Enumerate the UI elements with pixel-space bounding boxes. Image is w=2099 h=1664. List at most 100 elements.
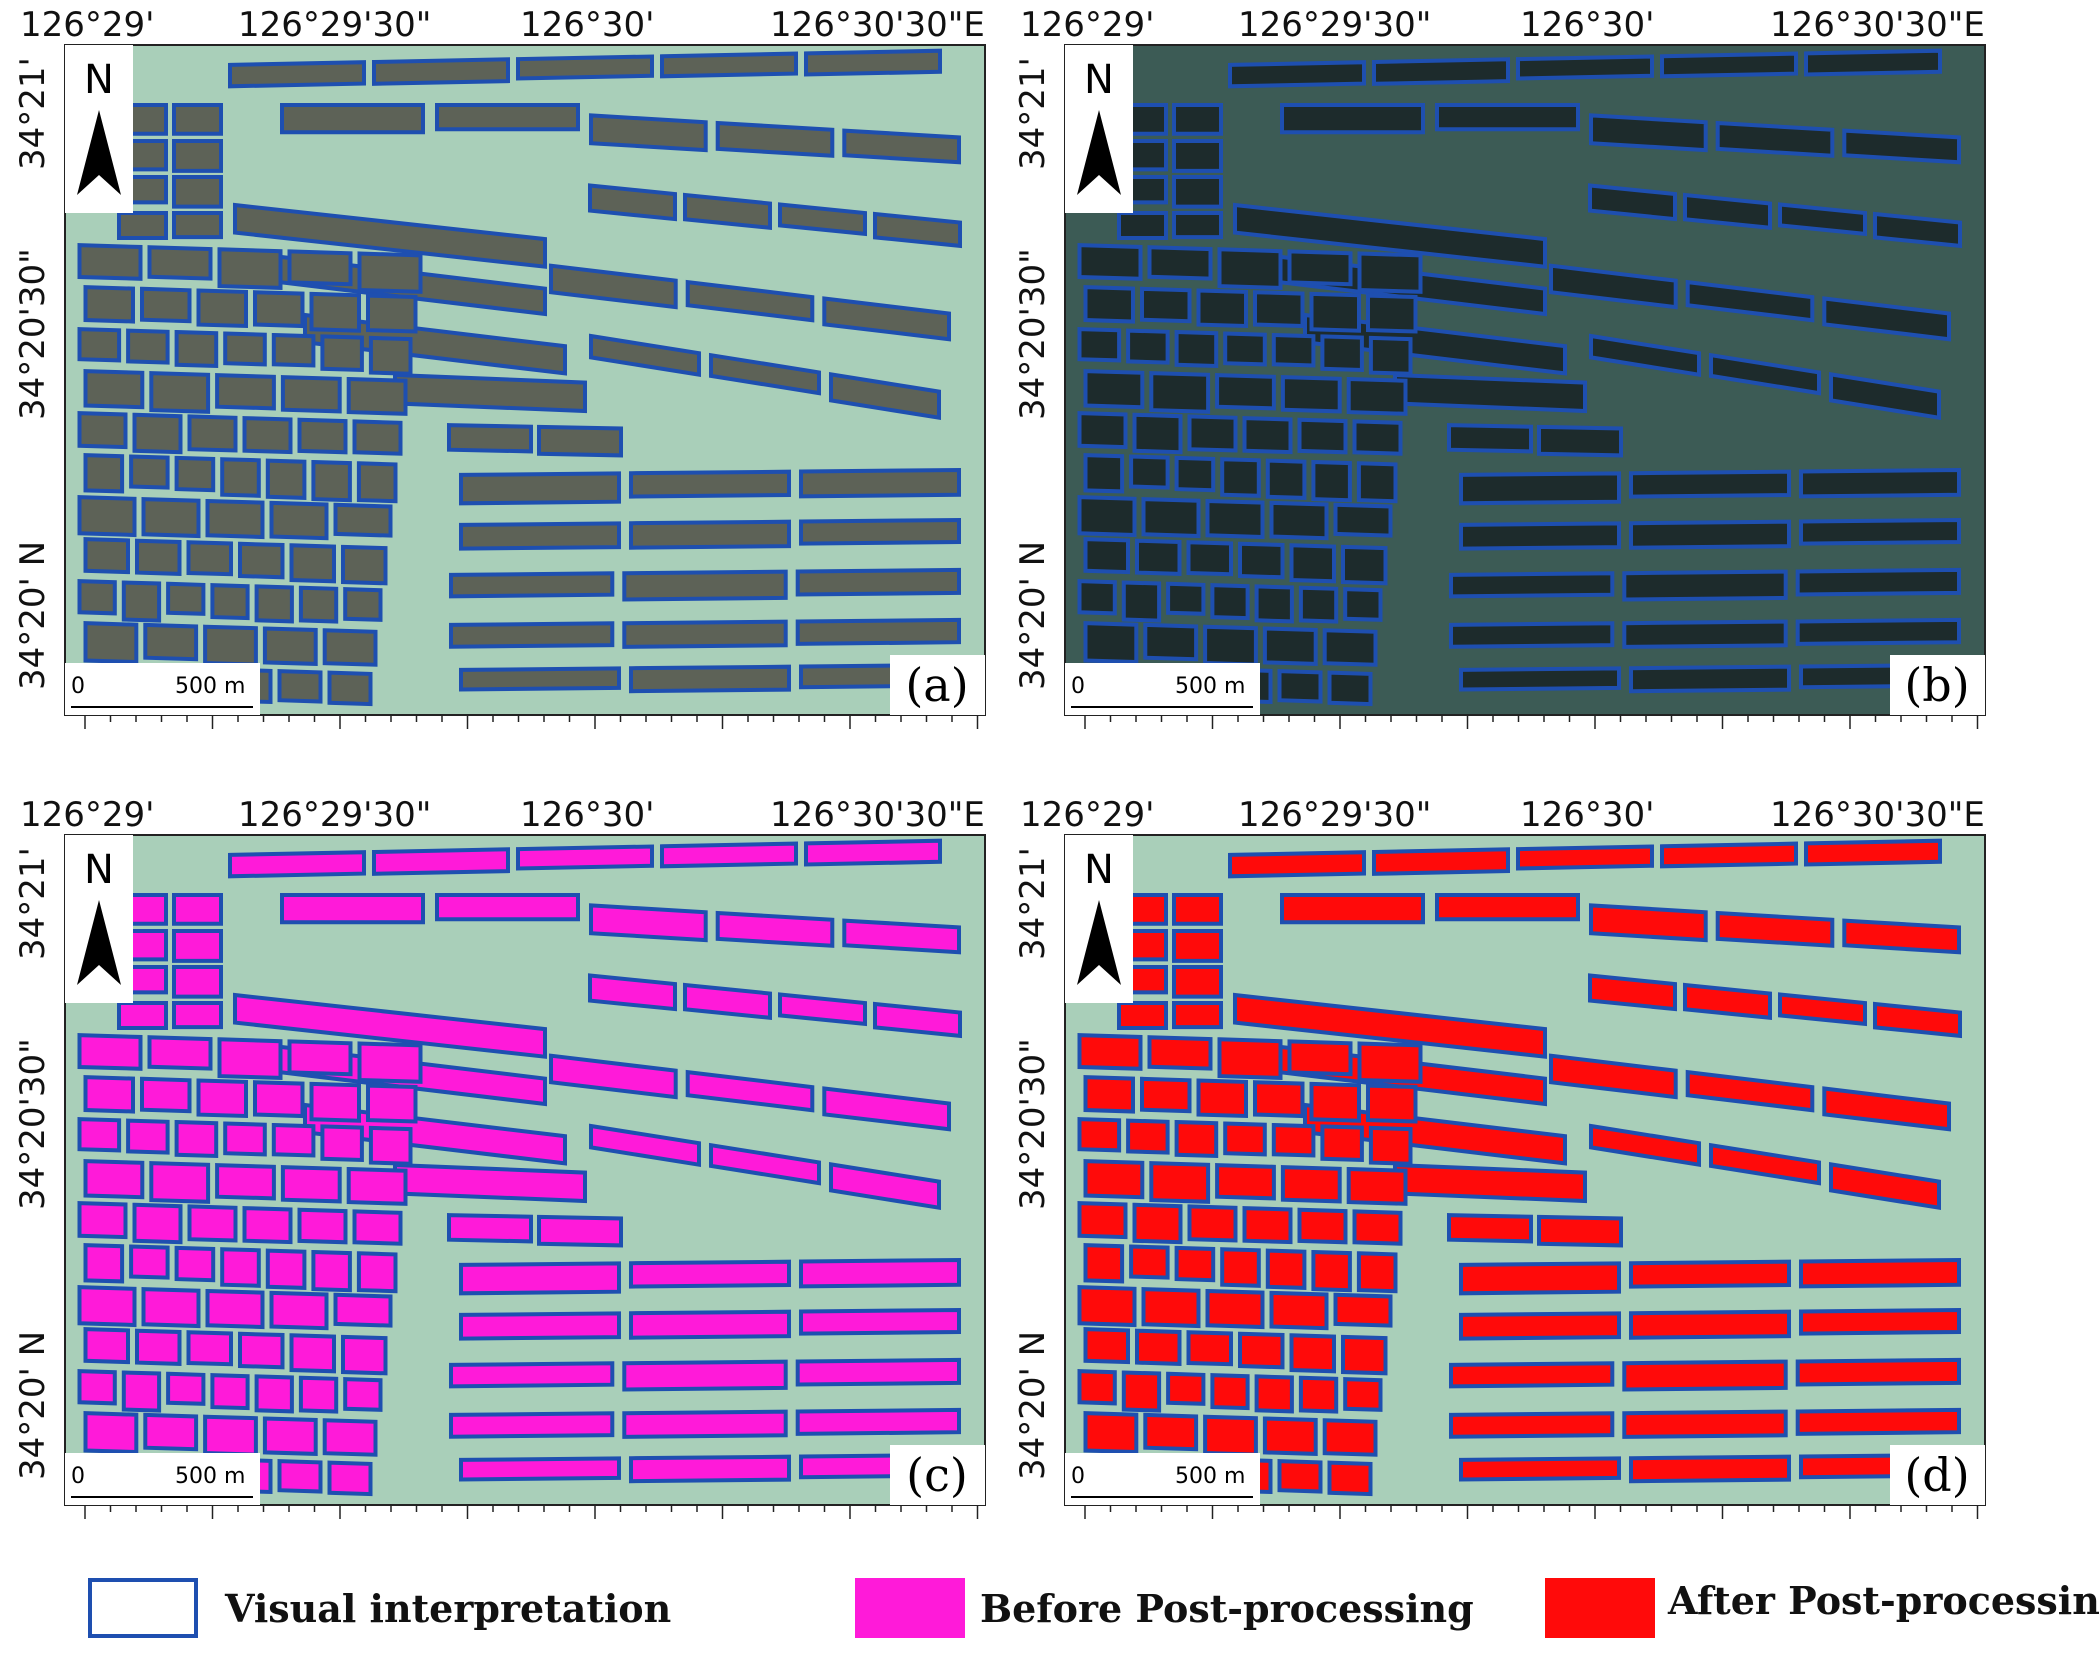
aquaculture-parcel <box>1077 1201 1128 1240</box>
aquaculture-parcel <box>516 54 654 81</box>
aquaculture-parcel <box>287 1039 353 1077</box>
aquaculture-parcel <box>1799 517 1961 546</box>
aquaculture-parcel <box>196 1078 248 1119</box>
aquaculture-parcel <box>1228 60 1366 89</box>
aquaculture-parcel <box>449 1361 615 1389</box>
aquaculture-parcel <box>1333 502 1393 538</box>
y-tick-label: 34°21' <box>1013 847 1053 960</box>
aquaculture-parcel <box>215 373 276 411</box>
aquaculture-parcel <box>83 537 130 575</box>
panel-label-box <box>890 655 985 715</box>
panel-label-box <box>1890 1445 1985 1505</box>
aquaculture-parcel <box>352 1209 403 1246</box>
aquaculture-parcel <box>1842 918 1961 955</box>
aquaculture-parcel <box>1715 120 1835 158</box>
aquaculture-parcel <box>1549 1053 1678 1100</box>
aquaculture-parcel <box>1629 1454 1791 1484</box>
aquaculture-parcel <box>1873 1001 1962 1039</box>
aquaculture-parcel <box>1132 412 1183 455</box>
aquaculture-parcel <box>1238 1331 1285 1370</box>
aquaculture-parcel <box>287 249 353 287</box>
aquaculture-parcel <box>172 103 223 136</box>
aquaculture-parcel <box>459 1261 621 1296</box>
aquaculture-parcel <box>1117 1001 1168 1030</box>
parcel-layer <box>1077 838 1962 1498</box>
north-label: N <box>1084 847 1114 893</box>
aquaculture-parcel <box>121 1370 162 1413</box>
aquaculture-parcel <box>622 569 788 602</box>
aquaculture-parcel <box>320 1124 364 1163</box>
aquaculture-parcel <box>1622 619 1788 649</box>
aquaculture-parcel <box>311 459 352 503</box>
aquaculture-parcel <box>1795 1407 1961 1436</box>
aquaculture-parcel <box>1357 251 1423 294</box>
aquaculture-parcel <box>217 1037 283 1080</box>
aquaculture-parcel <box>1588 183 1677 222</box>
aquaculture-parcel <box>1778 992 1867 1027</box>
aquaculture-parcel <box>459 1456 621 1482</box>
aquaculture-parcel <box>262 626 318 666</box>
aquaculture-parcel <box>77 1117 122 1153</box>
scale-zero: 0 <box>1071 674 1085 699</box>
y-tick-label: 34°21' <box>1013 57 1053 170</box>
aquaculture-parcel <box>253 1080 305 1119</box>
aquaculture-parcel <box>1683 982 1772 1021</box>
aquaculture-parcel <box>280 1165 342 1204</box>
aquaculture-parcel <box>132 1202 183 1245</box>
aquaculture-parcel <box>280 893 425 925</box>
aquaculture-parcel <box>1795 1357 1961 1387</box>
aquaculture-parcel <box>1549 263 1678 310</box>
aquaculture-parcel <box>795 617 961 646</box>
aquaculture-parcel <box>1709 352 1821 396</box>
aquaculture-parcel <box>135 538 182 576</box>
aquaculture-parcel <box>1393 372 1587 414</box>
aquaculture-parcel <box>629 664 791 694</box>
aquaculture-parcel <box>1366 1083 1418 1124</box>
aquaculture-parcel <box>629 1454 791 1484</box>
aquaculture-parcel <box>1372 57 1510 86</box>
aquaculture-parcel <box>320 334 364 373</box>
aquaculture-parcel <box>1217 1037 1283 1080</box>
aquaculture-parcel <box>311 1249 352 1293</box>
aquaculture-parcel <box>77 243 143 281</box>
aquaculture-parcel <box>1804 838 1942 867</box>
aquaculture-parcel <box>1077 1033 1143 1071</box>
aquaculture-parcel <box>1121 580 1162 623</box>
aquaculture-parcel <box>357 251 423 294</box>
aquaculture-parcel <box>1265 1248 1307 1290</box>
panel-label: (a) <box>905 658 968 712</box>
aquaculture-parcel <box>129 454 170 490</box>
aquaculture-parcel <box>77 579 117 616</box>
map-svg: N 0 500 m (c) <box>64 834 986 1519</box>
aquaculture-parcel <box>1795 617 1961 646</box>
aquaculture-parcel <box>1459 521 1621 551</box>
aquaculture-parcel <box>1083 621 1139 665</box>
aquaculture-parcel <box>1280 1165 1342 1204</box>
aquaculture-parcel <box>709 352 821 396</box>
aquaculture-parcel <box>343 587 383 622</box>
aquaculture-parcel <box>1187 1204 1238 1243</box>
aquaculture-parcel <box>1174 455 1216 493</box>
aquaculture-parcel <box>343 1377 383 1412</box>
aquaculture-parcel <box>1271 332 1316 368</box>
aquaculture-parcel <box>1223 1121 1267 1157</box>
aquaculture-parcel <box>203 1414 258 1457</box>
north-label: N <box>84 847 114 893</box>
aquaculture-parcel <box>1077 1285 1137 1328</box>
aquaculture-parcel <box>1172 929 1223 963</box>
aquaculture-parcel <box>1196 288 1248 329</box>
aquaculture-parcel <box>242 416 293 455</box>
aquaculture-parcel <box>1121 1370 1162 1413</box>
aquaculture-parcel <box>589 1123 701 1168</box>
x-tick-label: 126°30' <box>1520 5 1655 45</box>
aquaculture-parcel <box>1343 587 1383 622</box>
aquaculture-parcel <box>1449 621 1615 649</box>
aquaculture-parcel <box>166 1371 206 1406</box>
aquaculture-parcel <box>174 455 216 493</box>
aquaculture-parcel <box>1269 500 1329 541</box>
aquaculture-parcel <box>1135 1328 1182 1366</box>
aquaculture-parcel <box>1186 1330 1233 1367</box>
aquaculture-parcel <box>1459 1456 1621 1482</box>
aquaculture-parcel <box>220 457 261 498</box>
legend-after-swatch <box>1545 1578 1655 1638</box>
